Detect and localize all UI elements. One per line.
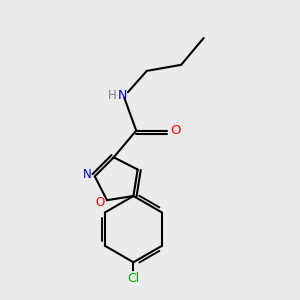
Text: N: N bbox=[118, 89, 127, 102]
Text: H: H bbox=[108, 89, 117, 102]
Text: Cl: Cl bbox=[127, 272, 140, 285]
Text: O: O bbox=[170, 124, 181, 137]
Text: O: O bbox=[96, 196, 105, 208]
Text: N: N bbox=[83, 168, 92, 181]
